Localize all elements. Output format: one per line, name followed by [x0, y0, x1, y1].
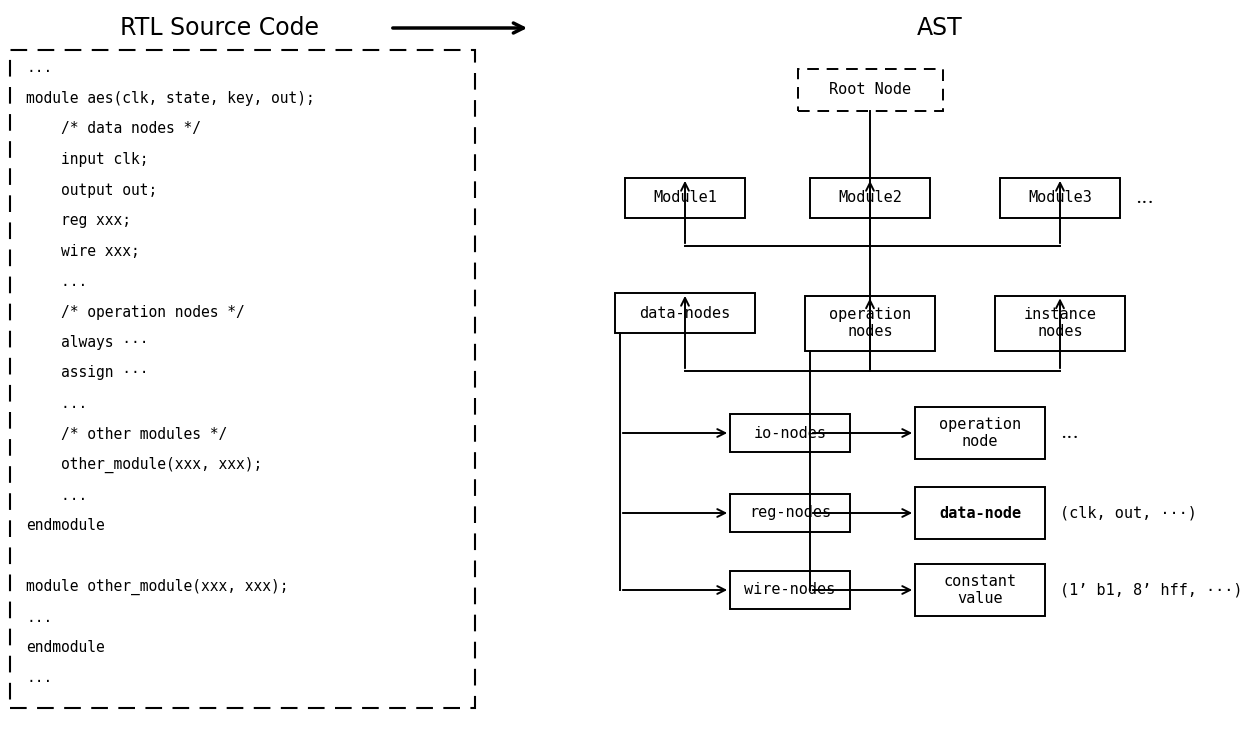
- Bar: [730, 414, 849, 452]
- Text: Module1: Module1: [653, 190, 717, 205]
- Text: data-nodes: data-nodes: [640, 306, 730, 320]
- Bar: [999, 178, 1120, 218]
- Text: wire xxx;: wire xxx;: [26, 244, 140, 258]
- Text: Root Node: Root Node: [828, 83, 911, 97]
- Text: Module3: Module3: [1028, 190, 1092, 205]
- Text: ...: ...: [26, 396, 87, 411]
- Text: RTL Source Code: RTL Source Code: [120, 16, 320, 40]
- Text: io-nodes: io-nodes: [754, 426, 827, 441]
- Text: other_module(xxx, xxx);: other_module(xxx, xxx);: [26, 456, 262, 472]
- Text: input clk;: input clk;: [26, 152, 149, 167]
- Text: assign ···: assign ···: [26, 365, 149, 381]
- Text: always ···: always ···: [26, 335, 149, 350]
- Text: operation
nodes: operation nodes: [828, 307, 911, 339]
- Bar: [10, 50, 475, 708]
- Text: ...: ...: [26, 274, 87, 289]
- Text: module other_module(xxx, xxx);: module other_module(xxx, xxx);: [26, 579, 289, 595]
- Text: instance
nodes: instance nodes: [1023, 307, 1096, 339]
- Text: ...: ...: [26, 61, 52, 75]
- Text: module aes(clk, state, key, out);: module aes(clk, state, key, out);: [26, 91, 315, 106]
- Bar: [810, 178, 930, 218]
- Bar: [730, 494, 849, 532]
- Text: /* operation nodes */: /* operation nodes */: [26, 305, 244, 320]
- Bar: [994, 295, 1125, 351]
- Text: (1’ b1, 8’ hff, ···): (1’ b1, 8’ hff, ···): [1060, 582, 1240, 598]
- Text: wire-nodes: wire-nodes: [744, 582, 836, 598]
- Text: (clk, out, ···): (clk, out, ···): [1060, 506, 1197, 520]
- Text: constant
value: constant value: [944, 574, 1017, 606]
- Bar: [615, 293, 755, 333]
- Bar: [805, 295, 935, 351]
- Text: reg-nodes: reg-nodes: [749, 506, 831, 520]
- Bar: [915, 407, 1045, 459]
- Text: ...: ...: [26, 610, 52, 624]
- Text: ...: ...: [26, 488, 87, 503]
- Text: /* data nodes */: /* data nodes */: [26, 122, 201, 137]
- Text: data-node: data-node: [939, 506, 1021, 520]
- Bar: [797, 69, 942, 111]
- Text: AST: AST: [918, 16, 963, 40]
- Text: ...: ...: [26, 671, 52, 686]
- Text: ...: ...: [1060, 424, 1079, 442]
- Bar: [915, 487, 1045, 539]
- Bar: [915, 564, 1045, 616]
- Text: endmodule: endmodule: [26, 640, 104, 655]
- Text: endmodule: endmodule: [26, 518, 104, 533]
- Text: Module2: Module2: [838, 190, 901, 205]
- Text: output out;: output out;: [26, 182, 157, 198]
- Text: /* other modules */: /* other modules */: [26, 427, 227, 441]
- Text: operation
node: operation node: [939, 417, 1021, 449]
- Bar: [625, 178, 745, 218]
- Bar: [730, 571, 849, 609]
- Text: reg xxx;: reg xxx;: [26, 213, 131, 228]
- Text: ...: ...: [1135, 189, 1153, 207]
